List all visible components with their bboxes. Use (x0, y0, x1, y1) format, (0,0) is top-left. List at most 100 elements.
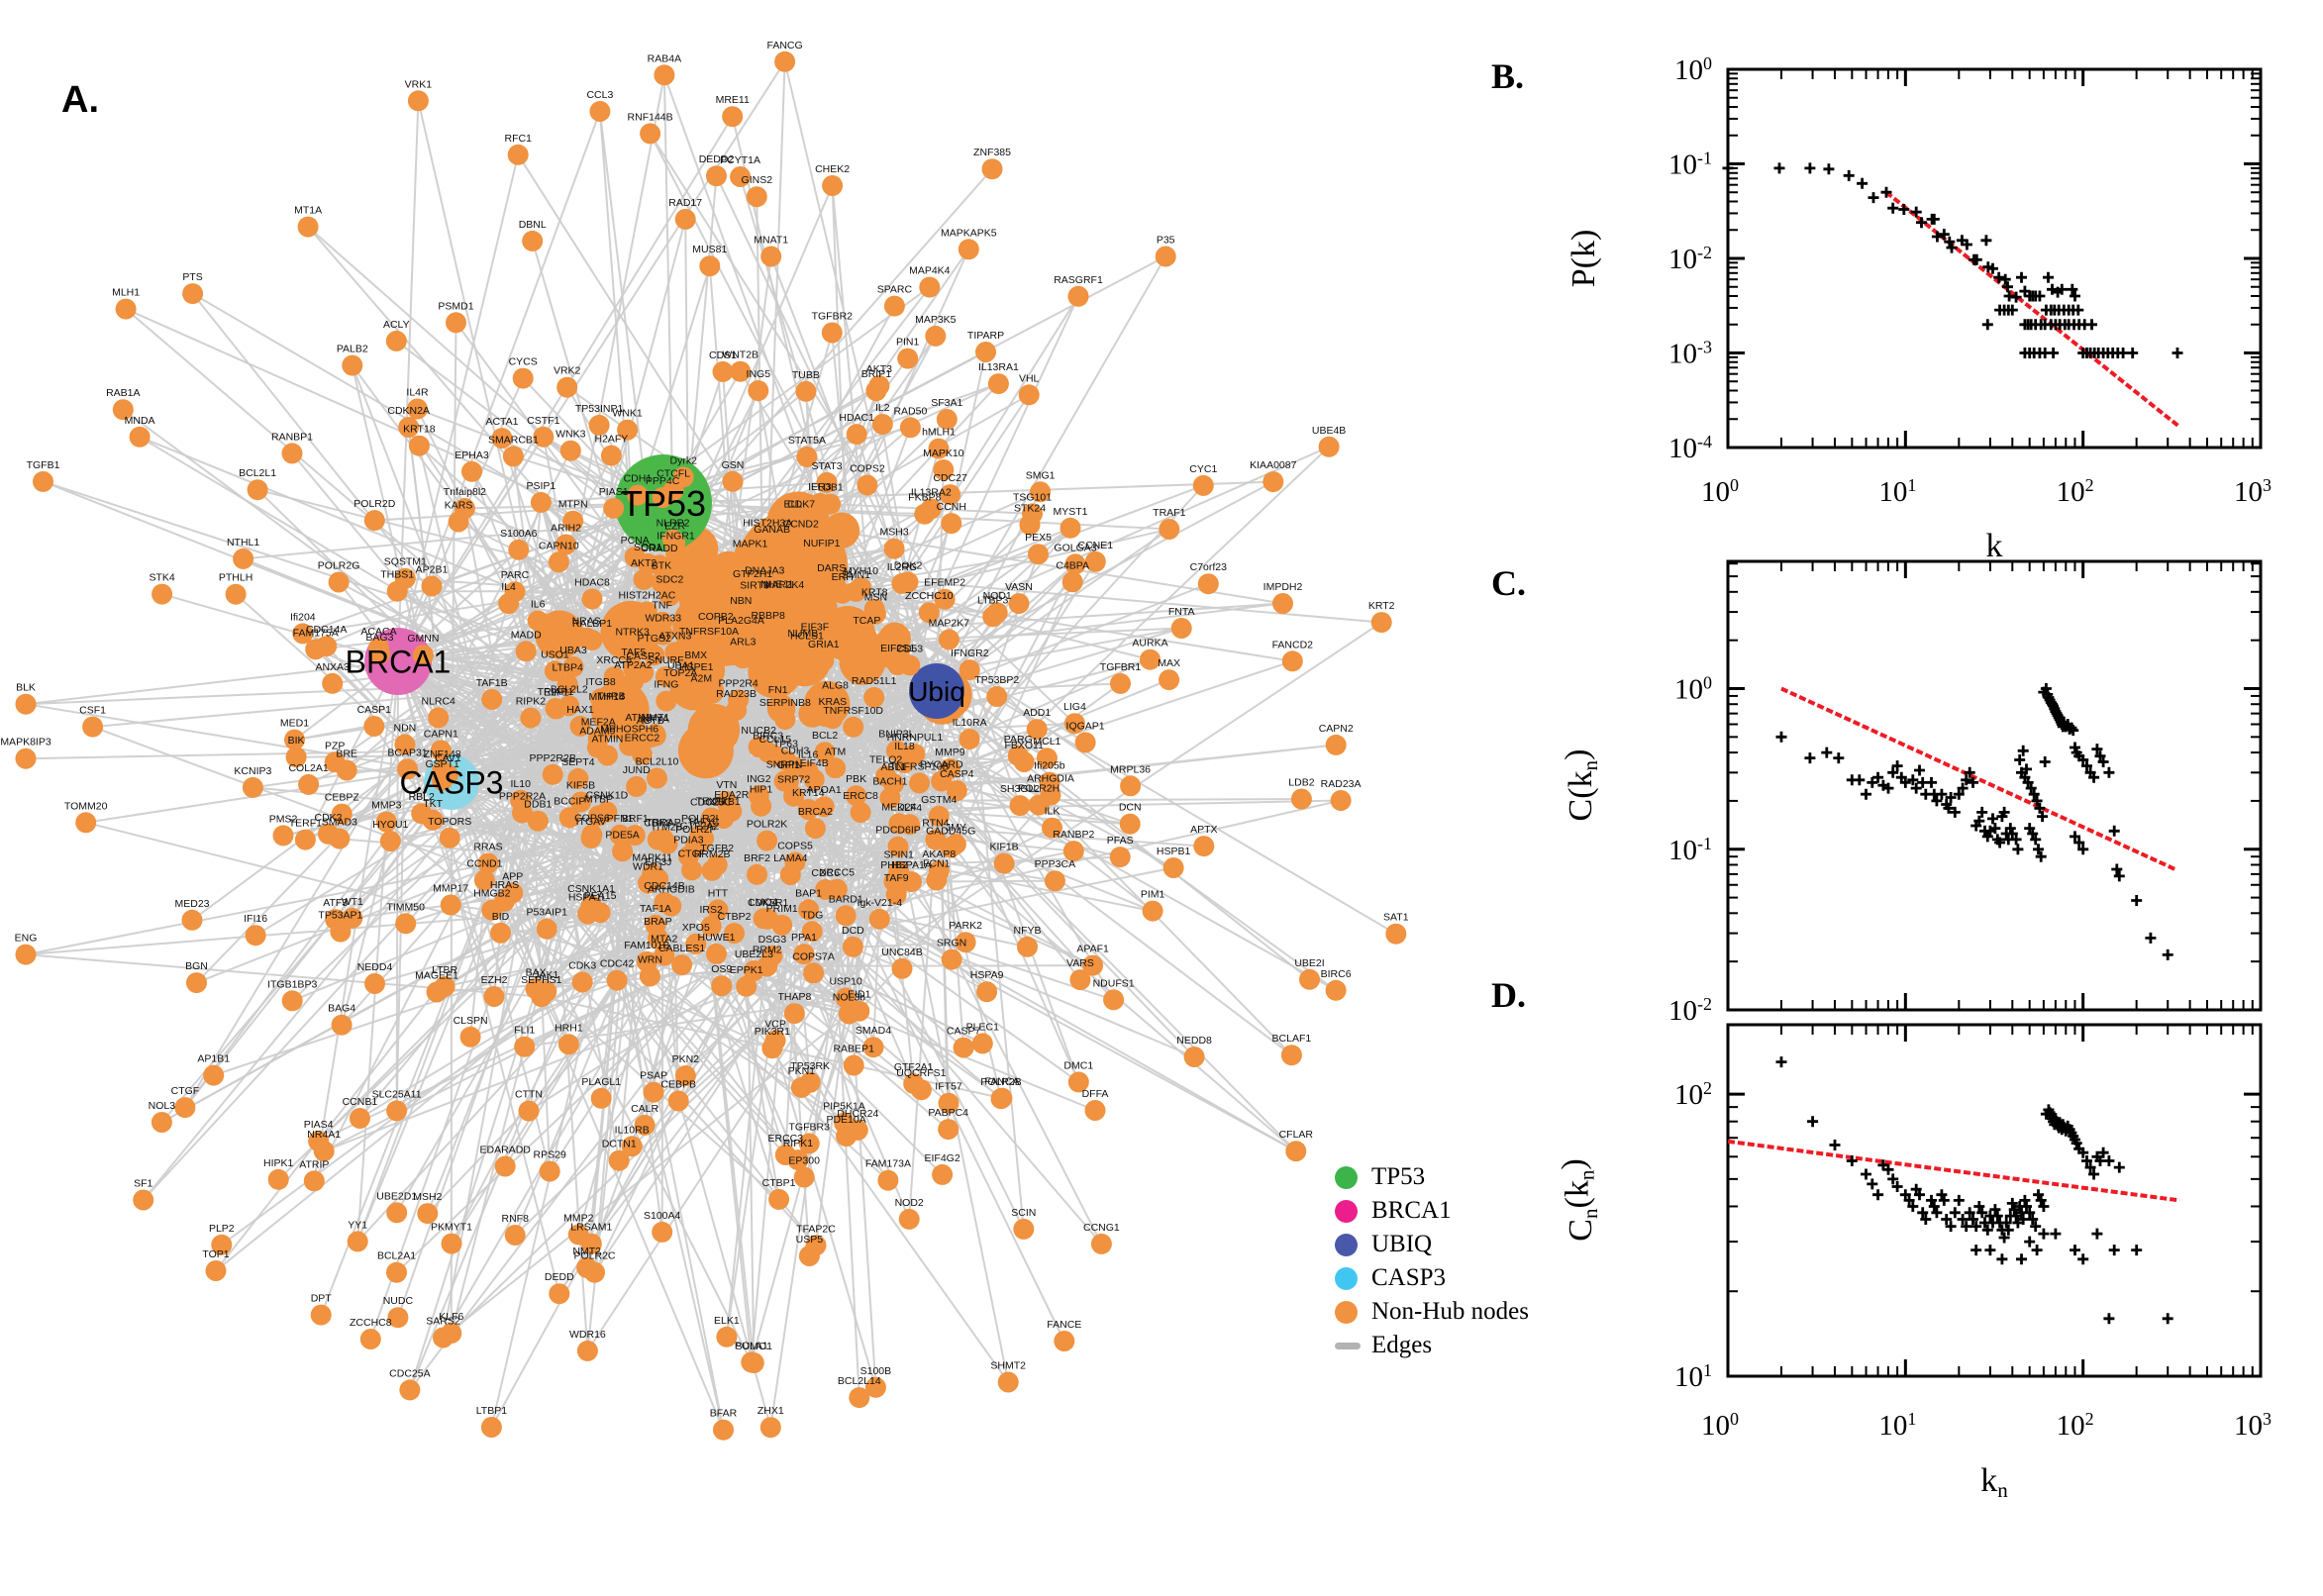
network-node[interactable] (928, 805, 950, 827)
network-node[interactable] (804, 818, 826, 840)
network-node[interactable] (904, 744, 926, 765)
network-node[interactable] (609, 824, 631, 846)
network-node[interactable] (798, 1246, 820, 1266)
network-node[interactable] (211, 1234, 233, 1255)
network-node[interactable] (814, 742, 836, 763)
network-node[interactable] (622, 638, 644, 659)
network-node[interactable] (1290, 788, 1312, 810)
network-node[interactable] (331, 803, 353, 825)
network-node[interactable] (1170, 618, 1192, 639)
network-node[interactable] (959, 729, 980, 750)
network-node[interactable] (724, 923, 745, 945)
network-node[interactable] (386, 1261, 407, 1283)
network-node[interactable] (557, 1034, 579, 1055)
network-node[interactable] (494, 1155, 516, 1177)
network-node[interactable] (181, 909, 203, 931)
network-node[interactable] (612, 841, 634, 862)
network-node[interactable] (1281, 650, 1303, 672)
network-node[interactable] (596, 801, 618, 823)
network-node[interactable] (75, 812, 97, 834)
network-node[interactable] (1159, 519, 1180, 540)
network-node[interactable] (1067, 1071, 1089, 1093)
network-node[interactable] (864, 1376, 886, 1398)
network-node[interactable] (589, 902, 611, 924)
network-node[interactable] (624, 825, 646, 847)
network-node[interactable] (918, 602, 940, 624)
network-node[interactable] (674, 208, 696, 230)
hub-node-ubiq[interactable] (909, 663, 964, 719)
network-node[interactable] (536, 918, 557, 940)
network-node[interactable] (707, 899, 729, 921)
network-node[interactable] (809, 492, 831, 514)
network-node[interactable] (656, 690, 677, 712)
network-node[interactable] (879, 787, 901, 809)
network-node[interactable] (1318, 436, 1340, 457)
network-node[interactable] (822, 708, 844, 730)
network-node[interactable] (790, 1076, 812, 1098)
network-node[interactable] (674, 1065, 696, 1086)
network-node[interactable] (407, 90, 429, 112)
network-node[interactable] (15, 693, 37, 715)
network-node[interactable] (933, 459, 955, 480)
network-node[interactable] (477, 852, 499, 874)
network-node[interactable] (888, 813, 910, 835)
network-node[interactable] (654, 64, 675, 86)
network-node[interactable] (698, 638, 720, 659)
network-node[interactable] (798, 899, 820, 921)
network-node[interactable] (773, 591, 794, 612)
network-node[interactable] (1040, 784, 1061, 806)
network-node[interactable] (586, 737, 608, 758)
network-node[interactable] (281, 990, 303, 1012)
network-node[interactable] (885, 740, 907, 761)
network-node[interactable] (203, 1064, 225, 1086)
network-node[interactable] (322, 672, 344, 694)
network-node[interactable] (648, 868, 669, 890)
network-node[interactable] (603, 666, 625, 688)
network-node[interactable] (437, 764, 458, 786)
network-node[interactable] (783, 1003, 805, 1025)
network-node[interactable] (975, 342, 996, 362)
network-node[interactable] (774, 1145, 796, 1165)
network-node[interactable] (716, 1326, 738, 1347)
network-node[interactable] (245, 925, 266, 947)
network-node[interactable] (748, 380, 769, 402)
network-node[interactable] (1044, 870, 1065, 892)
network-node[interactable] (887, 836, 909, 857)
network-node[interactable] (838, 1003, 859, 1025)
network-node[interactable] (385, 330, 407, 351)
network-node[interactable] (798, 1133, 820, 1154)
network-node[interactable] (934, 588, 956, 610)
network-node[interactable] (386, 1100, 408, 1122)
network-node[interactable] (494, 890, 515, 912)
network-node[interactable] (843, 1054, 864, 1076)
network-node[interactable] (877, 1169, 899, 1191)
network-node[interactable] (15, 944, 37, 965)
network-node[interactable] (928, 860, 950, 881)
network-node[interactable] (796, 642, 818, 663)
network-node[interactable] (522, 230, 544, 251)
network-node[interactable] (1008, 593, 1030, 615)
network-node[interactable] (891, 957, 913, 979)
network-node[interactable] (379, 831, 401, 851)
network-node[interactable] (556, 376, 578, 398)
network-node[interactable] (1028, 544, 1049, 565)
network-node[interactable] (539, 1160, 560, 1182)
network-node[interactable] (347, 1231, 368, 1252)
network-node[interactable] (1280, 1045, 1302, 1066)
network-node[interactable] (757, 830, 778, 851)
network-node[interactable] (430, 740, 452, 761)
network-node[interactable] (417, 1203, 439, 1225)
network-node[interactable] (842, 936, 863, 957)
network-node[interactable] (938, 1119, 960, 1141)
network-node[interactable] (953, 1037, 974, 1058)
network-node[interactable] (364, 973, 385, 994)
network-node[interactable] (993, 852, 1015, 874)
network-node[interactable] (284, 729, 305, 750)
network-node[interactable] (826, 878, 848, 900)
network-node[interactable] (736, 975, 758, 997)
network-node[interactable] (825, 691, 847, 713)
network-node[interactable] (843, 716, 864, 738)
network-node[interactable] (151, 1112, 172, 1133)
network-node[interactable] (685, 673, 707, 694)
network-node[interactable] (753, 908, 774, 930)
